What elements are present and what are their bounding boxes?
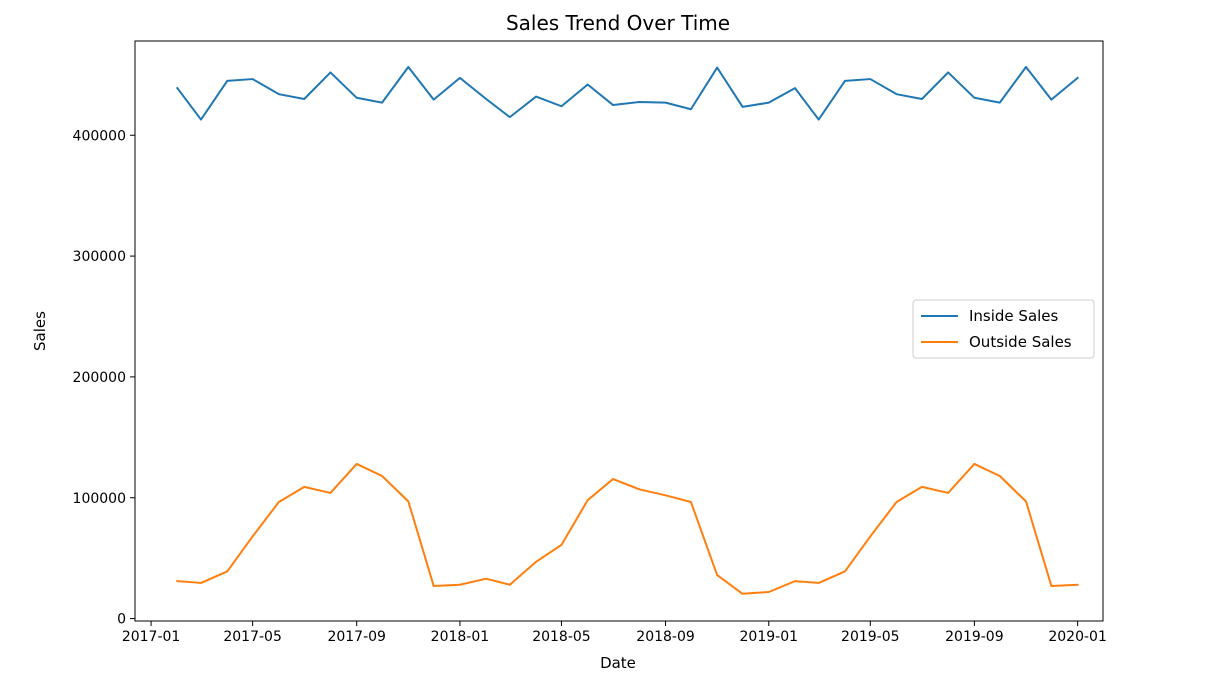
legend-label-inside-sales: Inside Sales (969, 307, 1059, 325)
x-tick-label: 2018-09 (636, 629, 695, 645)
plot-frame (134, 40, 1104, 622)
legend-label-outside-sales: Outside Sales (969, 333, 1072, 351)
legend-box (912, 299, 1095, 359)
x-tick-label: 2017-09 (327, 629, 386, 645)
chart-title: Sales Trend Over Time (506, 11, 730, 35)
x-axis-label: Date (600, 654, 636, 672)
y-tick-label: 0 (117, 612, 126, 628)
x-tick-label: 2017-05 (223, 629, 282, 645)
series-line-outside-sales (176, 462, 1079, 595)
y-tick-label: 300000 (73, 249, 126, 265)
x-tick-label: 2018-01 (431, 629, 490, 645)
x-tick-label: 2017-01 (122, 629, 181, 645)
y-tick-label: 100000 (73, 491, 126, 507)
y-axis-label: Sales (31, 311, 49, 351)
x-tick-label: 2020-01 (1048, 629, 1107, 645)
x-tick-label: 2019-09 (945, 629, 1004, 645)
x-tick-label: 2019-05 (841, 629, 900, 645)
x-tick-label: 2018-05 (532, 629, 591, 645)
y-tick-label: 200000 (73, 370, 126, 386)
x-tick-label: 2019-01 (740, 629, 799, 645)
y-tick-label: 400000 (73, 128, 126, 144)
legend: Inside Sales Outside Sales (912, 299, 1095, 359)
plot-area: 2017-01 2017-05 2017-09 2018-01 2018-05 2018-… (73, 40, 1107, 645)
series-line-inside-sales (175, 65, 1080, 121)
